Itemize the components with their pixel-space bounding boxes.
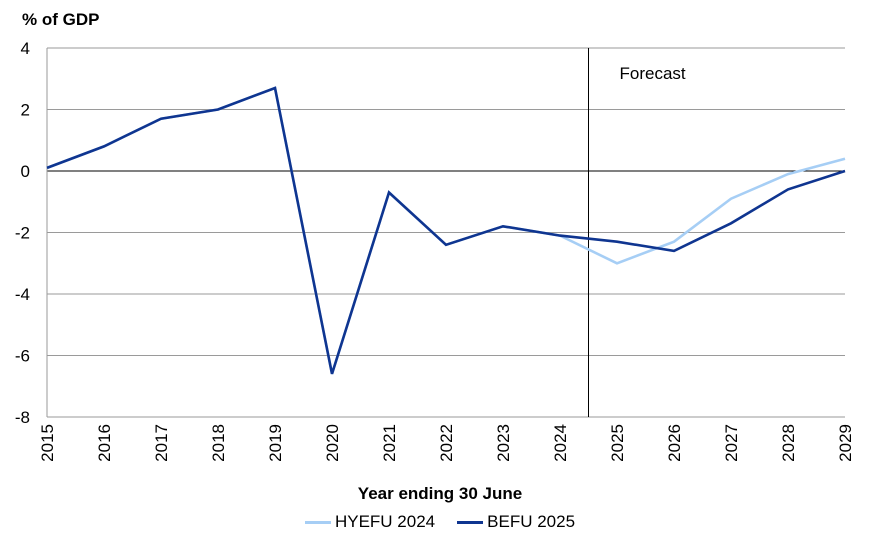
legend: HYEFU 2024 BEFU 2025 bbox=[0, 512, 880, 532]
series-line-hyefu-2024 bbox=[46, 86, 846, 375]
x-tick-label: 2020 bbox=[323, 424, 342, 462]
x-tick-label: 2022 bbox=[437, 424, 456, 462]
x-tick-label: 2025 bbox=[608, 424, 627, 462]
legend-label-befu: BEFU 2025 bbox=[487, 512, 576, 531]
y-tick-label: -6 bbox=[15, 347, 30, 366]
x-tick-label: 2024 bbox=[551, 424, 570, 462]
y-tick-label: 0 bbox=[21, 162, 30, 181]
y-tick-label: -8 bbox=[15, 408, 30, 427]
x-tick-label: 2015 bbox=[38, 424, 57, 462]
y-tick-labels: 4 2 0 -2 -4 -6 -8 bbox=[15, 39, 30, 427]
legend-item-befu: BEFU 2025 bbox=[457, 512, 575, 532]
x-tick-label: 2019 bbox=[266, 424, 285, 462]
legend-item-hyefu: HYEFU 2024 bbox=[304, 512, 436, 532]
x-tick-label: 2029 bbox=[836, 424, 855, 462]
x-tick-label: 2021 bbox=[380, 424, 399, 462]
grid-lines bbox=[46, 47, 845, 418]
legend-swatch-hyefu bbox=[304, 520, 331, 524]
x-axis-title: Year ending 30 June bbox=[357, 484, 523, 503]
y-tick-label: 2 bbox=[21, 101, 30, 120]
legend-swatch-befu bbox=[457, 520, 484, 524]
legend-label-hyefu: HYEFU 2024 bbox=[334, 512, 436, 531]
series-lines bbox=[46, 86, 846, 375]
x-tick-label: 2027 bbox=[722, 424, 741, 462]
y-tick-label: 4 bbox=[21, 39, 30, 58]
x-tick-label: 2016 bbox=[95, 424, 114, 462]
x-tick-label: 2028 bbox=[779, 424, 798, 462]
y-axis-title: % of GDP bbox=[22, 10, 100, 29]
x-tick-labels: 2015 2016 2017 2018 2019 2020 2021 2022 2023 2024… bbox=[38, 424, 855, 462]
series-line-befu-2025 bbox=[46, 86, 846, 375]
forecast-annotation: Forecast bbox=[620, 64, 686, 83]
y-tick-label: -4 bbox=[15, 285, 30, 304]
x-tick-label: 2023 bbox=[494, 424, 513, 462]
y-tick-label: -2 bbox=[15, 224, 30, 243]
x-tick-label: 2018 bbox=[209, 424, 228, 462]
x-tick-label: 2017 bbox=[152, 424, 171, 462]
x-tick-label: 2026 bbox=[665, 424, 684, 462]
